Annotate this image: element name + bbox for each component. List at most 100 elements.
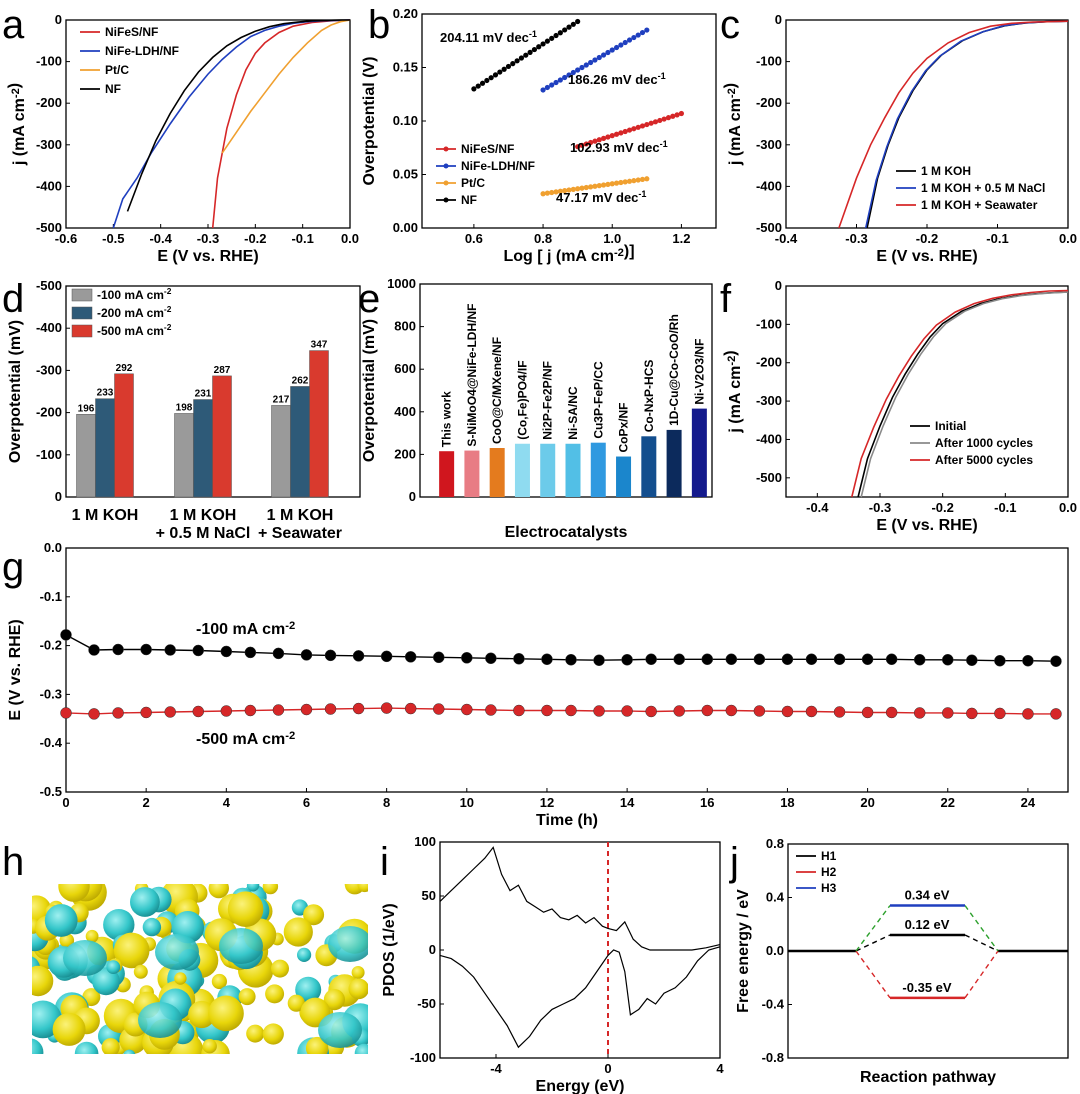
data-point	[583, 141, 589, 147]
data-point	[596, 183, 602, 189]
data-point	[609, 181, 615, 187]
chart-a: -0.6 -0.5 -0.4 -0.3 -0.2 -0.1 0.0 0 -100 -200 -300…	[6, 12, 359, 265]
legend-entry: 1 M KOH + 0.5 M NaCl	[921, 181, 1045, 195]
data-point	[701, 653, 714, 666]
data-point	[631, 34, 637, 41]
data-point	[575, 144, 581, 150]
plot-frame	[785, 285, 1069, 498]
x-tick-label: 6	[303, 795, 310, 810]
y-tick-label: -300	[36, 362, 62, 377]
x-tick-label: 0.0	[1059, 500, 1077, 515]
yellow-isosurface	[238, 988, 256, 1006]
yellow-isosurface	[357, 884, 368, 893]
data-point	[352, 702, 365, 715]
y-tick-label: 0.15	[393, 60, 418, 75]
data-point	[475, 83, 481, 89]
data-point	[479, 80, 486, 86]
y-axis-label: j (mA cm-2)	[722, 83, 744, 166]
data-point	[549, 189, 555, 196]
data-point	[485, 652, 497, 665]
data-point	[540, 41, 546, 47]
series-line	[439, 846, 721, 951]
data-point	[565, 654, 577, 666]
series-line	[221, 19, 351, 154]
bar	[565, 443, 581, 497]
y-tick-label: -0.1	[40, 589, 62, 604]
data-point	[432, 703, 445, 715]
data-point	[833, 653, 846, 666]
data-point	[631, 126, 637, 132]
bar-value-label: 198	[176, 402, 193, 413]
data-point	[549, 82, 555, 88]
data-point	[622, 128, 628, 135]
y-tick-label: 800	[394, 319, 416, 334]
energy-value-label: 0.34 eV	[905, 888, 950, 903]
x-tick-label: -0.3	[845, 231, 867, 246]
plots-layer: -0.6 -0.5 -0.4 -0.3 -0.2 -0.1 0.00-100-200-300…	[6, 6, 1077, 1094]
y-tick-label: 600	[394, 361, 416, 376]
data-point	[621, 654, 633, 666]
data-point	[613, 44, 620, 51]
y-tick-label: -300	[36, 137, 62, 152]
data-point	[541, 653, 553, 666]
data-point	[88, 644, 100, 656]
data-point	[579, 185, 585, 191]
data-point	[536, 44, 542, 50]
y-tick-label: -200	[756, 95, 782, 110]
cyan-isosurface	[92, 967, 120, 996]
data-point	[652, 119, 659, 125]
yellow-isosurface	[174, 972, 187, 985]
bar-value-label: 231	[195, 389, 212, 400]
bar	[439, 451, 455, 497]
data-point	[635, 177, 641, 183]
panel-label-j: j	[729, 840, 739, 884]
bar	[616, 456, 632, 497]
x-axis-label: Energy (eV)	[536, 1078, 625, 1094]
panel-label-i: i	[380, 840, 389, 884]
data-point	[805, 705, 818, 718]
tafel-slope-label: 186.26 mV dec-1	[568, 71, 666, 87]
series-line	[65, 634, 1057, 662]
data-point	[566, 24, 572, 30]
y-tick-label: 0.0	[766, 943, 784, 958]
connector-line	[964, 934, 999, 952]
bar-category-label: CoPx/NF	[617, 403, 631, 453]
yellow-isosurface	[58, 884, 90, 902]
data-point	[626, 127, 633, 133]
y-axis-label: Overpotential (mV)	[7, 320, 24, 463]
x-tick-label: 0.6	[465, 231, 483, 246]
data-point	[609, 133, 615, 139]
plot-frame	[785, 19, 1069, 229]
chart-c: -0.4 -0.3 -0.2 -0.1 0.0 0 -100 -200 -300 -400 -500…	[722, 12, 1077, 265]
y-tick-label: -400	[36, 320, 62, 335]
chart-b: 0.6 0.8 1.0 1.2 0.00 0.05 0.10 0.15 0.20 Log [ j …	[361, 6, 717, 265]
data-point	[592, 183, 598, 189]
data-point	[112, 707, 124, 719]
yellow-isosurface	[348, 978, 368, 1000]
y-tick-label: -100	[36, 447, 62, 462]
bar	[514, 443, 530, 497]
data-point	[140, 706, 152, 719]
yellow-isosurface	[101, 1038, 120, 1054]
series-line	[126, 19, 350, 212]
data-point	[670, 113, 676, 119]
data-point	[674, 112, 680, 118]
data-point	[781, 653, 794, 666]
y-axis-label: PDOS (1/eV)	[381, 903, 398, 996]
data-point	[461, 703, 473, 716]
data-point	[600, 182, 607, 188]
data-point	[220, 645, 233, 658]
yellow-isosurface	[323, 989, 345, 1011]
data-point	[244, 704, 257, 717]
data-point	[60, 707, 72, 719]
bar	[212, 375, 232, 498]
panel-label-e: e	[358, 277, 380, 321]
x-axis-label: Reaction pathway	[860, 1069, 996, 1086]
data-point	[531, 46, 538, 53]
bar-value-label: 292	[116, 363, 133, 374]
x-tick-label: -0.2	[244, 231, 266, 246]
x-tick-label: 22	[941, 795, 955, 810]
x-tick-label: 18	[780, 795, 794, 810]
data-point	[626, 37, 633, 43]
